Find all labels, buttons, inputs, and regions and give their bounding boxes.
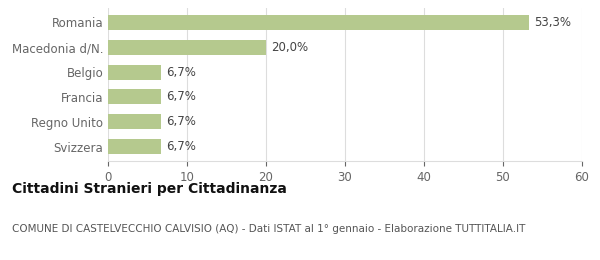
Text: 6,7%: 6,7% [166,115,196,128]
Text: 53,3%: 53,3% [535,16,572,29]
Text: 20,0%: 20,0% [272,41,308,54]
Bar [108,15,529,30]
Bar [108,89,161,105]
Bar [108,114,161,129]
Bar [108,139,161,154]
Text: 6,7%: 6,7% [166,90,196,103]
Text: Cittadini Stranieri per Cittadinanza: Cittadini Stranieri per Cittadinanza [12,182,287,196]
Text: COMUNE DI CASTELVECCHIO CALVISIO (AQ) - Dati ISTAT al 1° gennaio - Elaborazione : COMUNE DI CASTELVECCHIO CALVISIO (AQ) - … [12,224,526,233]
Bar [108,64,161,80]
Text: 6,7%: 6,7% [166,66,196,79]
Bar [108,40,266,55]
Text: 6,7%: 6,7% [166,140,196,153]
